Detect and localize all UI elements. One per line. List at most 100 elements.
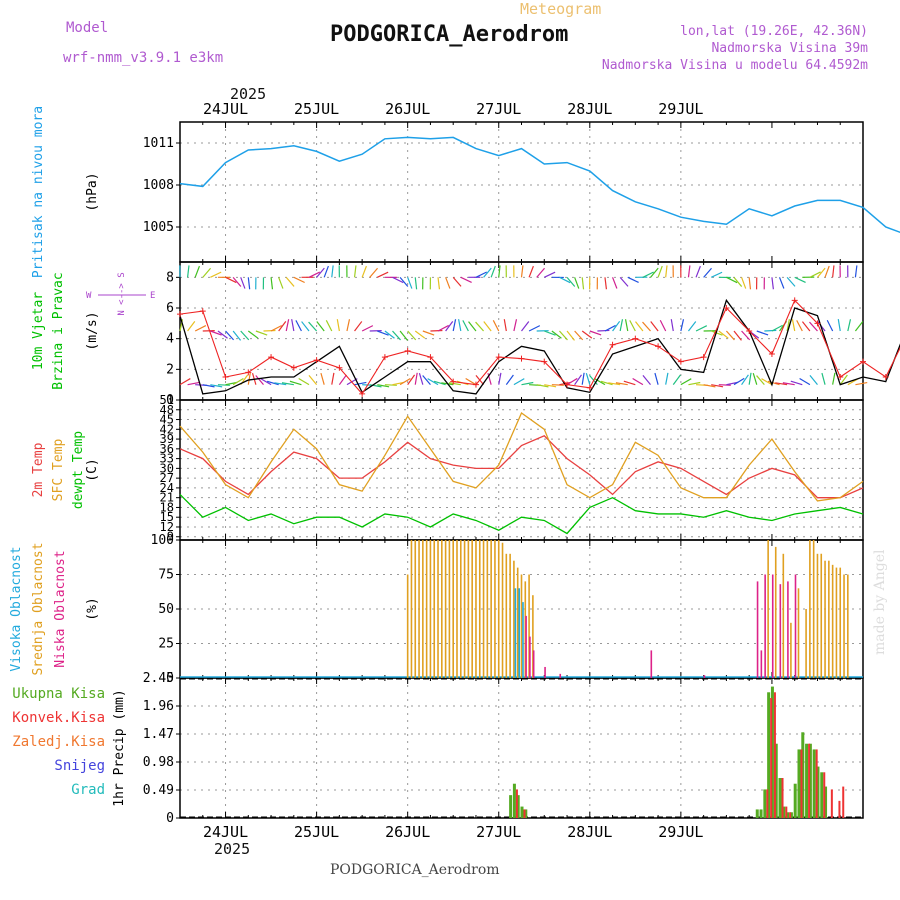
- wind-direction-arrow: [202, 267, 212, 278]
- day-label-bottom: 27JUL: [476, 823, 521, 841]
- wind-gust-marker: [427, 354, 434, 361]
- wind-direction-arrow: [566, 330, 575, 341]
- wind-direction-arrow: [624, 319, 629, 332]
- wind-direction-arrow: [771, 324, 783, 332]
- precip-total-bar: [801, 732, 805, 818]
- wind-direction-arrow: [574, 330, 584, 341]
- y-tick-label-temperature: 15: [160, 510, 174, 524]
- y-tick-label-wind: 0: [166, 393, 174, 408]
- wind-direction-arrow: [791, 319, 796, 332]
- wind-gust-marker: [222, 374, 229, 380]
- wind-direction-arrow: [832, 372, 836, 385]
- precip-convective-bar: [800, 749, 803, 818]
- precip-convective-bar: [770, 698, 773, 818]
- wind-direction-arrow: [179, 378, 191, 386]
- wind-direction-arrow: [581, 372, 585, 385]
- wind-direction-arrow: [475, 321, 485, 332]
- wind-direction-arrow: [799, 377, 811, 386]
- wind-direction-arrow: [369, 384, 382, 388]
- wind-direction-arrow: [492, 320, 500, 332]
- precip-total-bar: [755, 809, 759, 818]
- wind-direction-arrow: [544, 330, 556, 336]
- wind-direction-arrow: [255, 330, 268, 336]
- wind-direction-arrow: [437, 324, 449, 332]
- wind-direction-arrow: [427, 378, 439, 386]
- meteogram-label: Meteogram: [520, 0, 602, 18]
- wind-direction-arrow: [786, 319, 790, 332]
- model-elevation-label: Nadmorska Visina u modelu 64.4592m: [601, 58, 868, 73]
- y-tick-label-temperature: 48: [160, 403, 174, 417]
- wind-direction-arrow: [452, 319, 457, 332]
- side-label-cloud: Srednja Oblacnost: [31, 542, 46, 675]
- precip-total-bar: [759, 809, 763, 818]
- wind-direction-arrow: [566, 377, 578, 386]
- wind-gust-marker: [518, 355, 525, 362]
- precip-total-bar: [789, 812, 793, 818]
- wind-gust-marker: [791, 297, 798, 304]
- wind-direction-arrow: [544, 384, 557, 388]
- y-tick-label-precipitation: 2.45: [143, 671, 174, 686]
- wind-gust-marker: [837, 374, 844, 380]
- day-label-bottom: 26JUL: [385, 823, 430, 841]
- wind-direction-arrow: [741, 330, 751, 341]
- precip-legend-item: Konvek.Kisa: [12, 710, 105, 726]
- wind-direction-arrow: [826, 320, 834, 332]
- wind-direction-arrow: [270, 277, 274, 290]
- wind-direction-arrow: [422, 375, 431, 386]
- y-tick-label-temperature: 9: [167, 530, 174, 544]
- wind-direction-arrow: [225, 330, 235, 341]
- unit-label-pressure: (hPa): [85, 172, 100, 211]
- year-top: 2025: [230, 85, 267, 103]
- wind-direction-arrow: [687, 321, 697, 332]
- compass-ns-label: N <--> S: [117, 272, 127, 315]
- wind-direction-arrow: [748, 372, 752, 385]
- wind-direction-arrow: [377, 330, 389, 336]
- day-label-top: 24JUL: [203, 100, 248, 118]
- temp-sfc-line: [179, 412, 864, 502]
- wind-direction-arrow: [187, 381, 200, 386]
- y-tick-label-temperature: 45: [160, 413, 174, 427]
- unit-label-wind: (m/s): [85, 311, 100, 350]
- wind-direction-arrow: [767, 380, 780, 386]
- side-label-temperature: SFC Temp: [51, 439, 66, 502]
- wind-direction-arrow: [801, 321, 811, 332]
- footer-station: PODGORICA_Aerodrom: [330, 862, 500, 878]
- wind-direction-arrow: [771, 277, 774, 290]
- precip-convective-bar: [830, 789, 833, 818]
- wind-direction-arrow: [589, 330, 602, 336]
- wind-gust-marker: [655, 343, 662, 350]
- wind-direction-arrow: [695, 325, 708, 332]
- wind-direction-arrow: [414, 277, 418, 290]
- panel-frame-precipitation: [179, 677, 864, 819]
- wind-gust-marker: [586, 384, 593, 391]
- wind-direction-arrow: [186, 265, 190, 278]
- wind-direction-arrow: [761, 378, 773, 386]
- wind-direction-arrow: [670, 319, 674, 332]
- wind-direction-arrow: [308, 271, 321, 278]
- wind-direction-arrow: [240, 277, 246, 289]
- precip-convective-bar: [789, 812, 792, 818]
- year-bottom: 2025: [214, 840, 251, 858]
- wind-direction-arrow: [718, 330, 729, 339]
- wind-direction-arrow: [703, 384, 716, 388]
- y-tick-label-wind: 4: [166, 332, 174, 347]
- wind-direction-arrow: [353, 265, 357, 278]
- wind-direction-arrow: [741, 374, 749, 386]
- y-tick-label-cloud: 25: [158, 637, 174, 652]
- side-label-pressure: Pritisak na nivou mora: [31, 106, 46, 278]
- wind-direction-arrow: [654, 372, 659, 385]
- wind-direction-arrow: [475, 271, 487, 278]
- precip-total-bar: [786, 812, 790, 818]
- precip-convective-bar: [515, 789, 518, 818]
- wind-direction-arrow: [559, 276, 571, 284]
- wind-direction-arrow: [384, 330, 395, 339]
- wind-direction-arrow: [600, 380, 613, 386]
- wind-direction-arrow: [331, 372, 335, 385]
- wind-direction-arrow: [247, 330, 259, 339]
- wind-direction-arrow: [612, 320, 621, 332]
- wind-direction-arrow: [210, 271, 222, 278]
- wind-direction-arrow: [544, 271, 556, 278]
- wind-direction-arrow: [756, 375, 765, 386]
- y-tick-label-pressure: 1011: [143, 136, 174, 151]
